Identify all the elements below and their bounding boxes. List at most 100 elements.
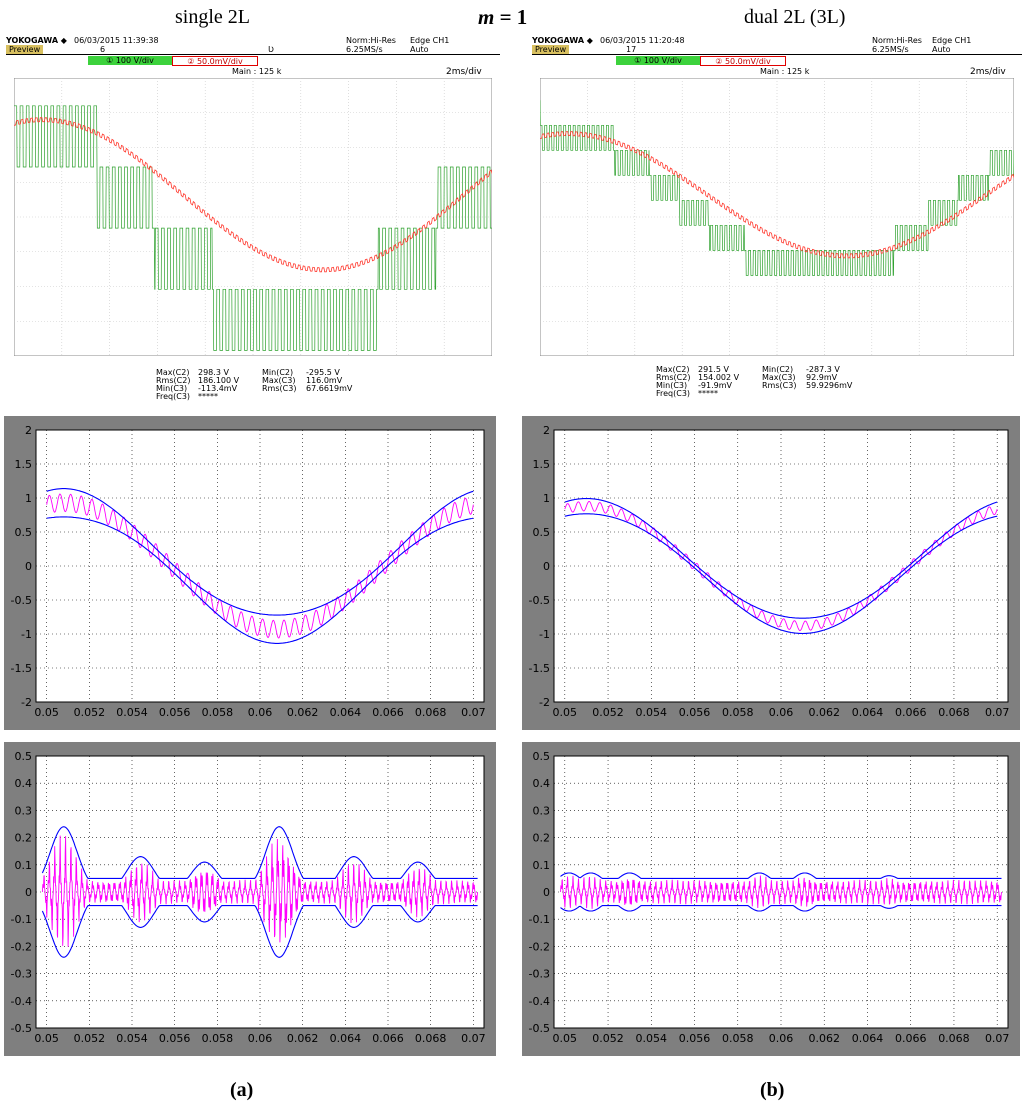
stat-label: Max(C2) xyxy=(156,368,190,377)
y-tick-label: 0.4 xyxy=(533,777,551,790)
scope-ch1-label: ① 100 V/div xyxy=(616,56,700,65)
y-tick-label: -1 xyxy=(21,628,32,641)
scope-separator xyxy=(6,54,500,55)
x-tick-label: 0.058 xyxy=(202,1032,234,1045)
scope-extra: Ʋ xyxy=(268,45,274,54)
y-tick-label: 0.1 xyxy=(15,859,33,872)
plot-a-bot: 0.05 0.052 0.054 0.056 0.058 0.06 0.062 0.064 0.… xyxy=(11,750,486,1045)
stat-label: Min(C2) xyxy=(762,365,794,374)
envelope-upper xyxy=(564,497,998,619)
y-tick-label: 0.1 xyxy=(533,859,551,872)
stat-label: Rms(C2) xyxy=(656,373,691,382)
x-tick-label: 0.058 xyxy=(202,706,234,719)
stat-value: 92.9mV xyxy=(806,373,838,382)
x-tick-label: 0.068 xyxy=(938,706,970,719)
y-tick-label: 1.5 xyxy=(533,458,551,471)
envelope-upper xyxy=(41,826,478,879)
scope-stats-b: Max(C2) 291.5 V Min(C2) -287.3 V Rms(C2) 154… xyxy=(656,366,852,398)
x-tick-label: 0.05 xyxy=(34,1032,59,1045)
x-tick-label: 0.058 xyxy=(722,706,754,719)
stat-value: -295.5 V xyxy=(306,368,340,377)
scope-acq-mode: Norm:Hi-Res xyxy=(346,36,396,45)
stats-row: Rms(C2) 154.002 V Max(C3) 92.9mV xyxy=(656,374,852,382)
x-tick-label: 0.054 xyxy=(636,706,668,719)
panel-letter: a xyxy=(236,1079,247,1101)
x-tick-label: 0.062 xyxy=(808,1032,840,1045)
paren-open: ( xyxy=(230,1079,237,1101)
y-tick-label: 2 xyxy=(543,424,550,437)
x-tick-label: 0.05 xyxy=(553,706,578,719)
y-tick-label: -1 xyxy=(539,628,550,641)
y-tick-label: 0.3 xyxy=(533,804,551,817)
y-tick-label: 1 xyxy=(25,492,32,505)
stat-label: Max(C3) xyxy=(762,373,796,382)
scope-acq-mode: Norm:Hi-Res xyxy=(872,36,922,45)
y-tick-label: -0.2 xyxy=(11,940,32,953)
x-tick-label: 0.056 xyxy=(159,706,191,719)
x-tick-label: 0.05 xyxy=(34,706,59,719)
header-left: single 2L xyxy=(175,6,250,28)
y-tick-label: 0.5 xyxy=(15,526,33,539)
scope-date: 06/03/2015 11:20:48 xyxy=(600,36,685,45)
y-tick-label: -0.5 xyxy=(11,594,32,607)
stat-label: Max(C3) xyxy=(262,376,296,385)
x-tick-label: 0.062 xyxy=(808,706,840,719)
x-tick-label: 0.054 xyxy=(636,1032,668,1045)
paren-open: ( xyxy=(760,1079,767,1101)
y-tick-label: 1.5 xyxy=(15,458,33,471)
x-tick-label: 0.064 xyxy=(330,706,362,719)
x-tick-label: 0.07 xyxy=(461,1032,486,1045)
scope-screen-b: YOKOGAWA ◆ Preview 06/03/2015 11:20:48 1… xyxy=(532,36,1022,400)
y-tick-label: 0.2 xyxy=(533,832,551,845)
panel-label-b: (b) xyxy=(760,1079,784,1102)
stat-label: Freq(C3) xyxy=(656,389,691,398)
scope-screen-a: YOKOGAWA ◆ Preview 06/03/2015 11:39:38 6… xyxy=(6,36,500,401)
y-tick-label: 0 xyxy=(25,560,32,573)
stat-value: ***** xyxy=(198,392,218,401)
paren-close: ) xyxy=(246,1079,254,1101)
stat-value: 154.002 V xyxy=(698,373,740,382)
stat-value: 291.5 V xyxy=(698,365,729,374)
series-magenta xyxy=(564,501,998,631)
stats-row: Freq(C3) ***** xyxy=(656,390,852,398)
x-tick-label: 0.06 xyxy=(248,1032,273,1045)
stat-value: 59.9296mV xyxy=(806,381,853,390)
y-tick-label: 2 xyxy=(25,424,32,437)
scope-trigger: Edge CH1 xyxy=(410,36,450,45)
x-tick-label: 0.064 xyxy=(330,1032,362,1045)
x-tick-label: 0.07 xyxy=(461,706,486,719)
scope-trace-voltage xyxy=(540,100,1014,276)
x-tick-label: 0.064 xyxy=(852,706,884,719)
envelope-upper xyxy=(46,488,474,616)
x-tick-label: 0.066 xyxy=(372,1032,404,1045)
x-tick-label: 0.056 xyxy=(679,1032,711,1045)
stats-row: Min(C3) -113.4mV Rms(C3) 67.6619mV xyxy=(156,385,352,393)
scope-ch1-label: ① 100 V/div xyxy=(88,56,172,65)
header-right: dual 2L (3L) xyxy=(744,6,846,28)
y-tick-label: -0.5 xyxy=(529,594,550,607)
stat-value: -113.4mV xyxy=(198,384,238,393)
scope-waveform-a xyxy=(14,78,492,356)
x-tick-label: 0.064 xyxy=(852,1032,884,1045)
stats-row: Rms(C2) 186.100 V Max(C3) 116.0mV xyxy=(156,377,352,385)
x-tick-label: 0.068 xyxy=(415,706,447,719)
x-tick-label: 0.066 xyxy=(895,706,927,719)
stat-value: 298.3 V xyxy=(198,368,229,377)
y-tick-label: 0.5 xyxy=(15,750,33,763)
scope-stats-a: Max(C2) 298.3 V Min(C2) -295.5 V Rms(C2) 186… xyxy=(156,369,352,401)
y-tick-label: 0.4 xyxy=(15,777,33,790)
envelope-lower xyxy=(41,905,478,958)
y-tick-label: -1.5 xyxy=(529,662,550,675)
envelope-lower xyxy=(564,513,998,635)
y-tick-label: 0.5 xyxy=(533,750,551,763)
scope-brand: YOKOGAWA ◆ xyxy=(532,36,593,45)
scope-rate: 6.25MS/s xyxy=(872,45,909,54)
stats-row: Max(C2) 291.5 V Min(C2) -287.3 V xyxy=(656,366,852,374)
x-tick-label: 0.058 xyxy=(722,1032,754,1045)
y-tick-label: -0.2 xyxy=(529,940,550,953)
x-tick-label: 0.052 xyxy=(74,706,106,719)
scope-trace-voltage xyxy=(14,105,492,351)
x-tick-label: 0.052 xyxy=(74,1032,106,1045)
envelope-upper xyxy=(560,872,1002,879)
x-tick-label: 0.052 xyxy=(592,706,624,719)
